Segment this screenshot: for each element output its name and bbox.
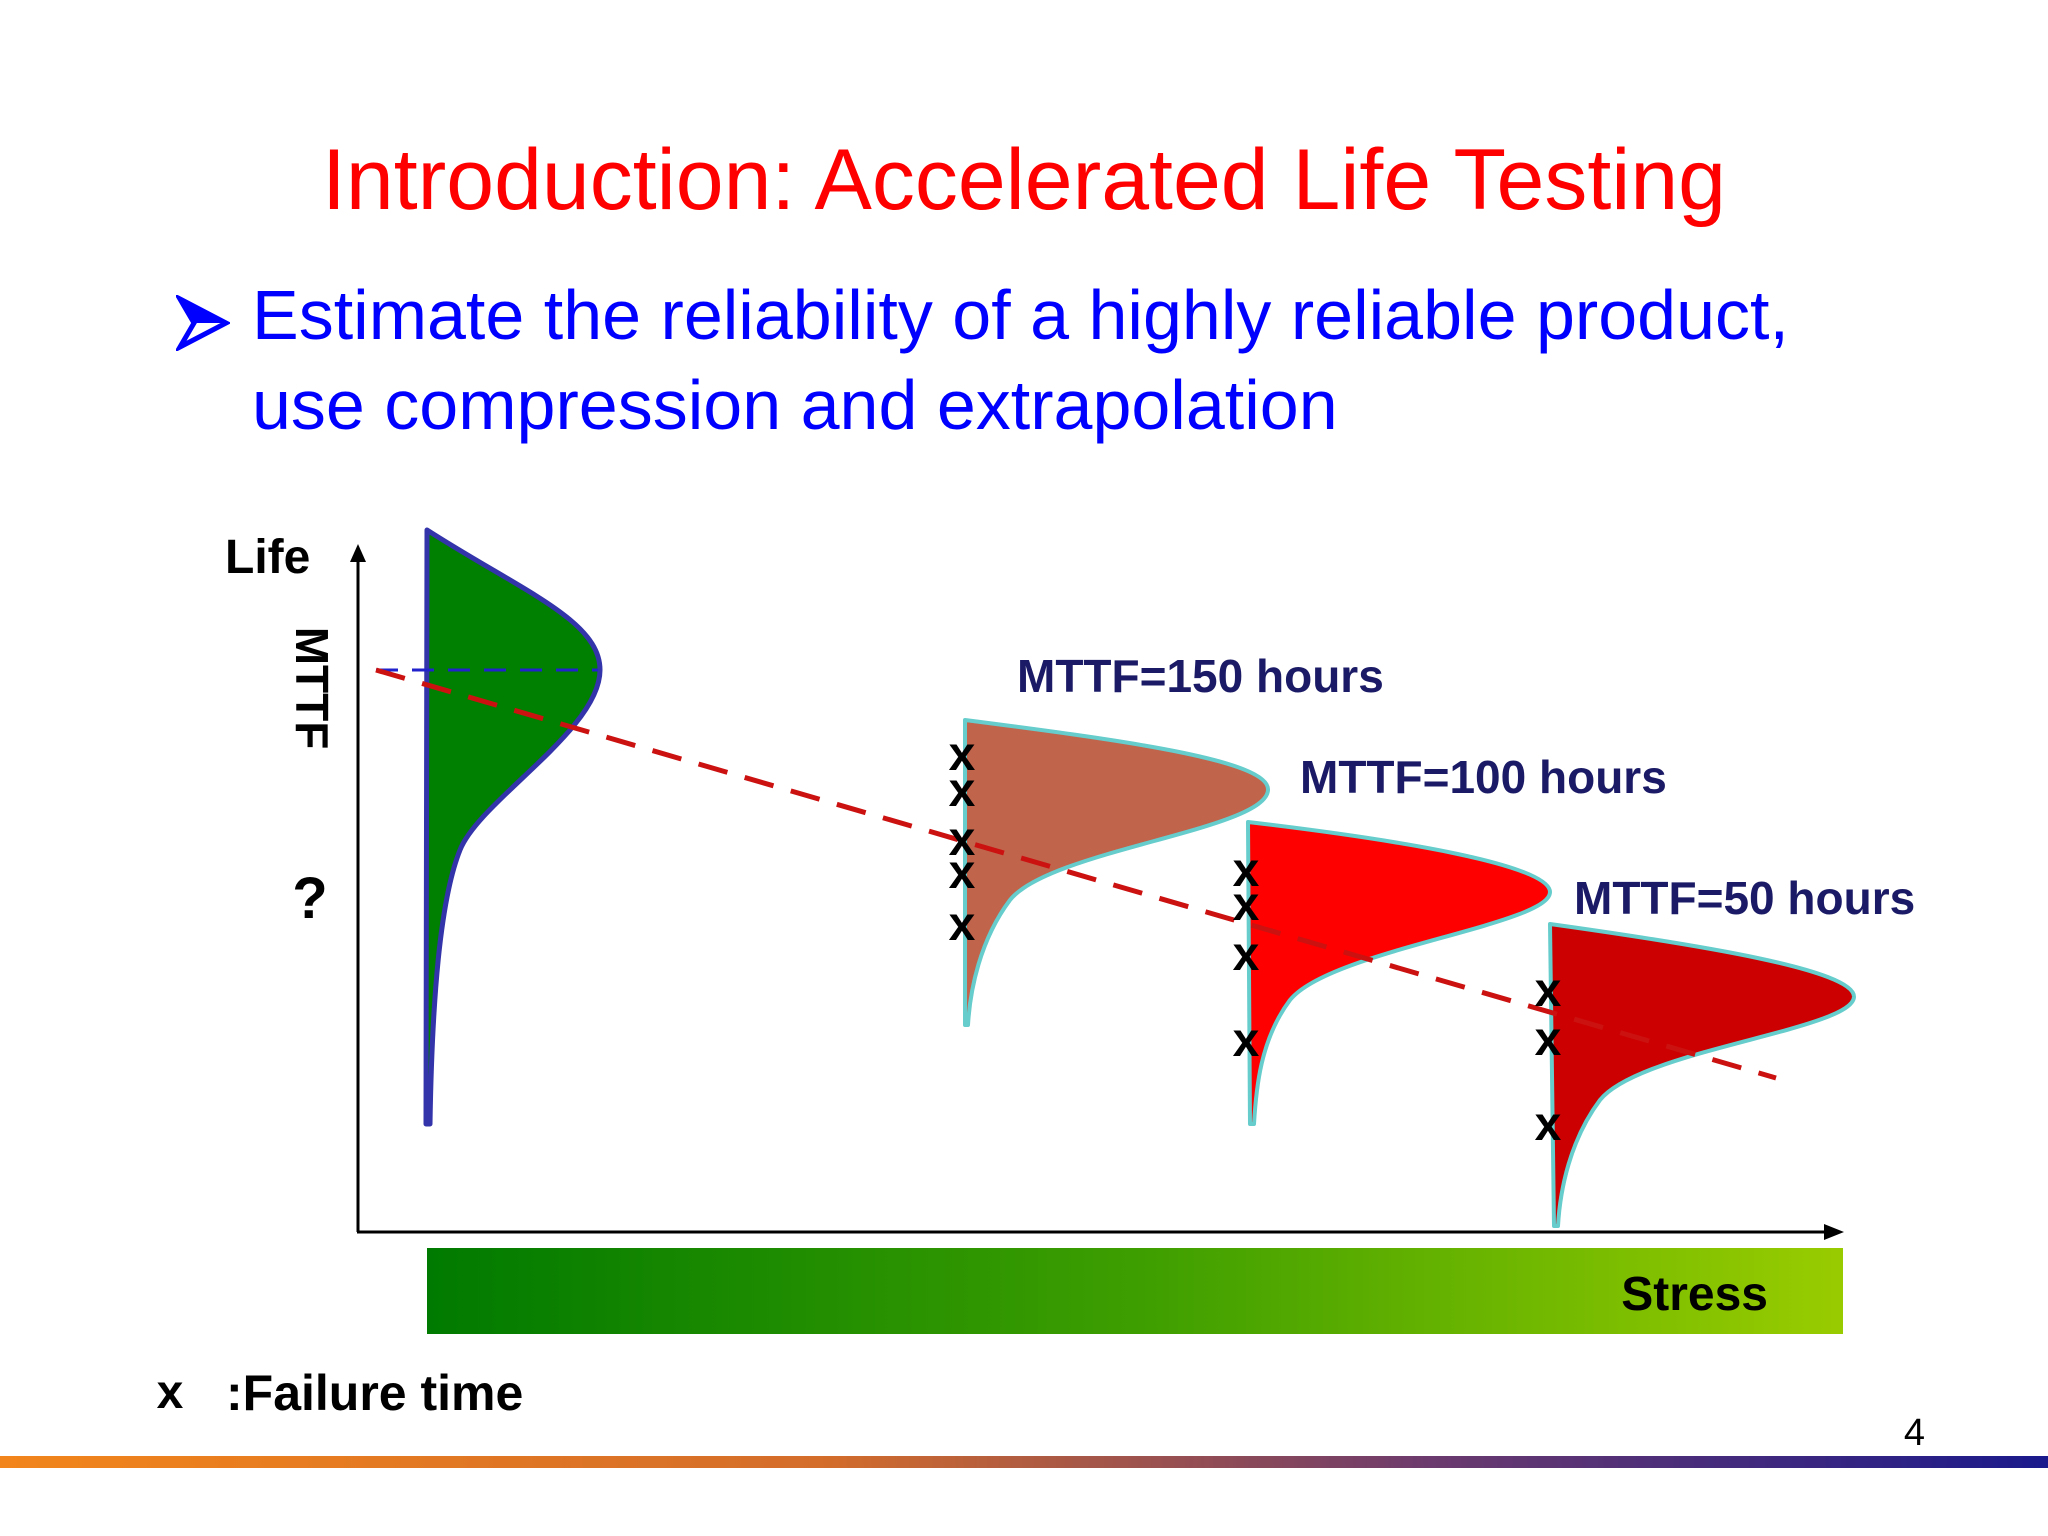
arrow-bullet-icon [173,282,232,372]
failure-mark: x [949,813,976,866]
page-number: 4 [1903,1412,1925,1454]
failure-mark: x [949,764,976,817]
mttf-label: MTTF [286,627,338,750]
extrapolation-trend-line [375,667,1777,1081]
legend-failure-text: :Failure time [226,1365,523,1421]
stress-distribution-2 [1246,820,1552,1126]
x-axis-label: Stress [1621,1268,1768,1321]
failure-mark: x [1233,928,1260,981]
failure-mark: x [1233,844,1260,897]
mttf-label-150: MTTF=150 hours [1017,650,1384,702]
failure-mark: x [1535,1013,1562,1066]
unknown-mttf-question-mark: ? [292,866,327,931]
failure-mark: x [1233,1014,1260,1067]
bullet-line-1: Estimate the reliability of a highly rel… [252,276,1789,354]
stress-distribution-1 [963,718,1271,1027]
failure-mark: x [1535,1098,1562,1151]
failure-mark: x [949,728,976,781]
x-axis-arrow-icon [1824,1224,1844,1240]
legend-failure-symbol: x [157,1366,184,1419]
failure-mark: x [949,898,976,951]
failure-mark: x [949,846,976,899]
failure-mark: x [1233,878,1260,931]
mttf-label-100: MTTF=100 hours [1300,751,1667,803]
bullet-text: Estimate the reliability of a highly rel… [252,270,2012,450]
y-axis [350,544,366,1232]
x-axis [357,1224,1844,1240]
mttf-label-50: MTTF=50 hours [1574,872,1915,924]
stress-gradient-bar [427,1248,1843,1334]
failure-mark: x [1535,964,1562,1017]
y-axis-arrow-icon [350,544,366,562]
footer-bar [0,1456,2048,1468]
bullet-line-2: use compression and extrapolation [252,366,1338,444]
stress-distribution-3 [1548,922,1857,1228]
y-axis-label: Life [225,531,310,584]
use-condition-distribution [423,527,603,1127]
slide-title: Introduction: Accelerated Life Testing [322,132,1726,228]
